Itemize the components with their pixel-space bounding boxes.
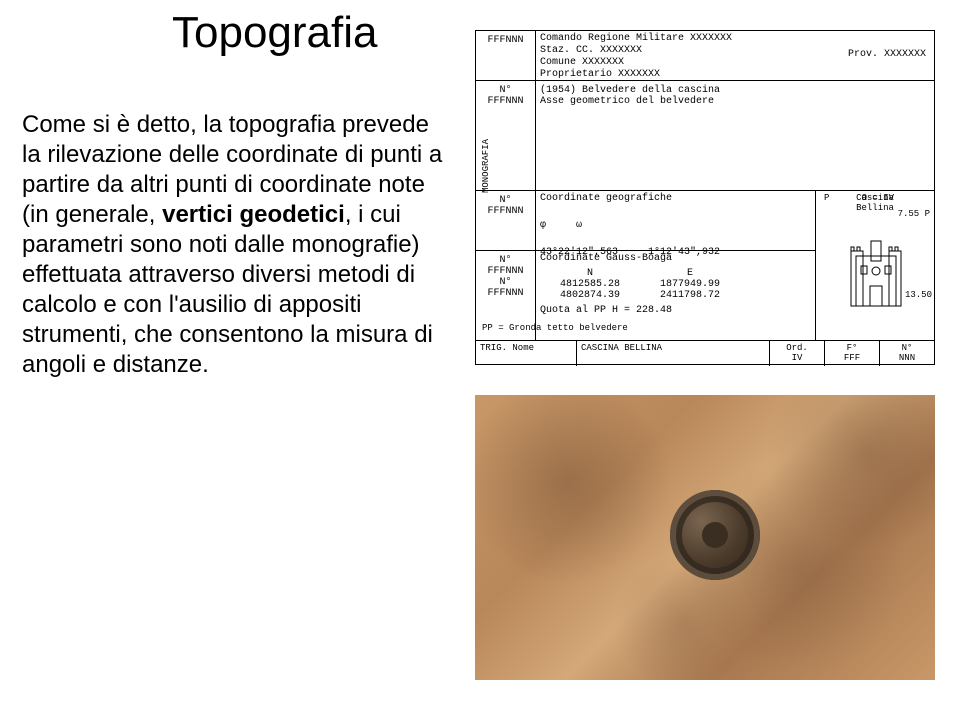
desc-l2: Asse geometrico del belvedere <box>540 96 930 107</box>
trig-ord: Ord.IV <box>770 341 825 366</box>
left-code-3b: FFFNNN <box>476 206 535 217</box>
card-description: (1954) Belvedere della cascina Asse geom… <box>536 81 934 191</box>
header-l1: Comando Regione Militare XXXXXXX <box>540 33 930 45</box>
left-code-1: FFFNNN <box>476 31 536 81</box>
coord-geo-title: Coordinate geografiche <box>540 193 811 204</box>
sketch-block: Cascina Bellina 7.55 P P 13.50 O = IV <box>816 191 934 341</box>
coord-omega: ω <box>576 220 582 231</box>
coord-phi: φ <box>540 220 546 231</box>
gauss-n1: 4812585.28 <box>540 279 640 290</box>
gauss-e1: 1877949.99 <box>640 279 740 290</box>
sketch-p: P <box>824 193 829 203</box>
survey-medallion <box>670 490 760 580</box>
castle-sketch-icon <box>846 221 906 311</box>
gauss-e-label: E <box>640 268 740 279</box>
header-l4: Proprietario XXXXXXX <box>540 69 930 81</box>
trig-row: TRIG. Nome CASCINA BELLINA Ord.IV F°FFF … <box>476 341 934 366</box>
strong-geodetic: vertici geodetici <box>162 201 345 228</box>
left-code-4b: FFFNNN <box>476 266 535 277</box>
left-code-3: N° FFFNNN <box>476 191 536 251</box>
sketch-nome2: Bellina <box>856 203 894 213</box>
pp-line: PP = Gronda tetto belvedere <box>476 321 934 341</box>
left-code-2a: N° <box>476 85 535 96</box>
left-code-2b: FFFNNN <box>476 96 535 107</box>
gauss-n2: 4802874.39 <box>540 290 640 301</box>
sketch-dim2: 13.50 <box>905 290 932 300</box>
medallion-center <box>702 522 728 548</box>
left-code-2: N° FFFNNN <box>476 81 536 191</box>
sketch-dim1: 7.55 P <box>898 209 930 219</box>
desc-l1: (1954) Belvedere della cascina <box>540 85 930 96</box>
body-paragraph: Come si è detto, la topografia prevede l… <box>22 110 450 380</box>
header-prov: Prov. XXXXXXX <box>848 49 926 61</box>
left-code-4c: N° <box>476 277 535 288</box>
page-title: Topografia <box>172 8 377 58</box>
sketch-o: O = IV <box>862 193 894 203</box>
trig-n: N°NNN <box>880 341 934 366</box>
survey-mark-photo <box>475 395 935 680</box>
trig-val: CASCINA BELLINA <box>577 341 770 366</box>
trig-label: TRIG. Nome <box>476 341 577 366</box>
gauss-title: Coordinate Gauss-Boaga <box>540 253 811 264</box>
monografia-card: MONOGRAFIA FFFNNN N° FFFNNN N° FFFNNN N°… <box>475 30 935 365</box>
gauss-quota: Quota al PP H = 228.48 <box>540 305 811 316</box>
gauss-e2: 2411798.72 <box>640 290 740 301</box>
left-code-3a: N° <box>476 195 535 206</box>
trig-f: F°FFF <box>825 341 880 366</box>
left-code-4a: N° <box>476 255 535 266</box>
left-code-4d: FFFNNN <box>476 288 535 299</box>
coord-geo-block: Coordinate geografiche φ ω 43°22'12",563… <box>536 191 816 251</box>
gauss-n-label: N <box>540 268 640 279</box>
card-header: Comando Regione Militare XXXXXXX Staz. C… <box>536 31 934 81</box>
